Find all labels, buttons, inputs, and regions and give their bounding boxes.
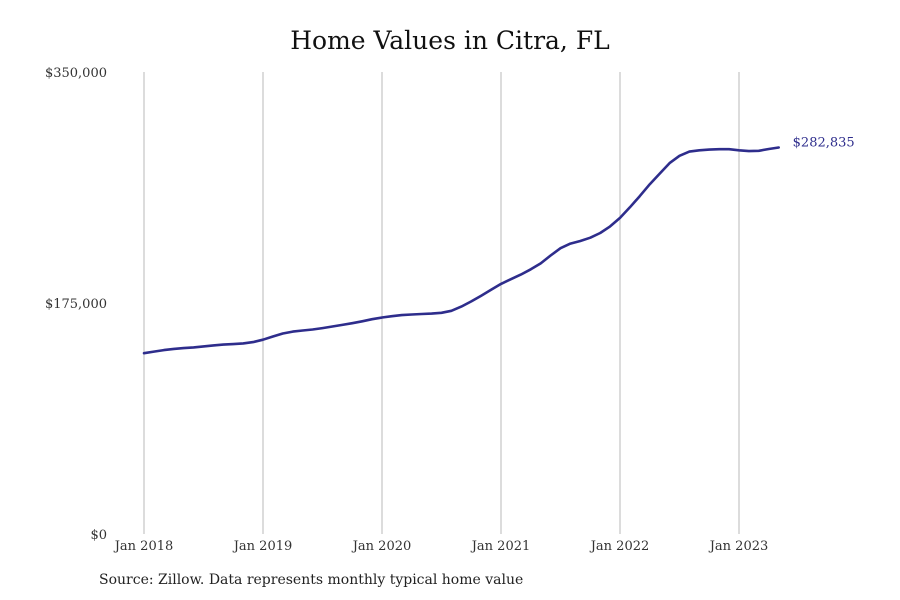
x-axis-ticks: Jan 2018 Jan 2019 Jan 2020 Jan 2021 Jan 2022…: [113, 539, 769, 554]
y-tick-label-2: $350,000: [45, 66, 107, 81]
x-tick-label-2: Jan 2020: [351, 539, 412, 554]
source-note: Source: Zillow. Data represents monthly …: [99, 572, 524, 588]
y-axis-ticks: $0 $175,000 $350,000: [45, 66, 107, 543]
end-value-label: $282,835: [793, 135, 855, 150]
x-tick-label-5: Jan 2023: [708, 539, 769, 554]
y-tick-label-1: $175,000: [45, 297, 107, 312]
x-tick-label-4: Jan 2022: [589, 539, 650, 554]
series-line: [142, 146, 780, 355]
chart-title: Home Values in Citra, FL: [290, 26, 610, 55]
y-tick-label-0: $0: [90, 528, 107, 543]
gridlines: [143, 72, 740, 534]
x-tick-label-3: Jan 2021: [470, 539, 531, 554]
x-tick-label-0: Jan 2018: [113, 539, 174, 554]
x-tick-label-1: Jan 2019: [232, 539, 293, 554]
